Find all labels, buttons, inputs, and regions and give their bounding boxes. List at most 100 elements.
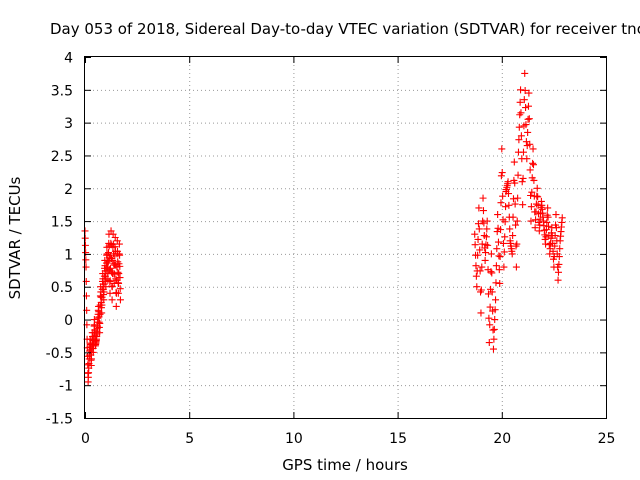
data-point [535,227,543,235]
data-point [549,247,557,255]
data-point [492,279,500,287]
data-point [555,253,563,261]
data-point [505,201,513,209]
data-point [515,136,523,144]
data-point [524,128,532,136]
x-tick-label: 15 [389,431,407,447]
data-point [104,258,112,266]
data-point [536,221,544,229]
data-point [476,246,484,254]
data-point [96,310,104,318]
data-point [98,301,106,309]
data-point [485,314,493,322]
data-point [109,256,117,264]
data-point [108,296,116,304]
data-point [519,201,527,209]
data-point [471,241,479,249]
data-point [487,268,495,276]
data-point [472,262,480,270]
data-point [533,184,541,192]
data-point [509,232,517,240]
data-point [497,172,505,180]
data-point [512,263,520,271]
data-point [542,240,550,248]
x-tick-label: 20 [493,431,511,447]
data-point [116,274,124,282]
plot-frame [84,56,607,419]
data-point [477,309,485,317]
data-point [87,361,95,369]
data-point [515,123,523,131]
data-point [100,296,108,304]
data-point [517,86,525,94]
data-point [544,222,552,230]
data-point [492,296,500,304]
data-point [526,140,534,148]
series-sdtvar-segment-2 [471,69,566,353]
data-point [499,239,507,247]
data-point [499,192,507,200]
data-point [514,171,522,179]
data-point [486,321,494,329]
data-point [509,195,517,203]
data-point [498,169,506,177]
data-point [479,207,487,215]
data-point [519,148,527,156]
data-point [472,272,480,280]
data-point [517,109,525,117]
data-point [494,238,502,246]
data-point [544,213,552,221]
data-point [81,241,89,249]
data-point [529,159,537,167]
data-point [511,179,519,187]
data-point [556,245,564,253]
data-point [106,289,114,297]
data-point [544,204,552,212]
data-point [545,241,553,249]
data-point [525,115,533,123]
data-point [512,221,520,229]
y-tick-label: 1.5 [51,215,73,231]
y-tick-label: -1.5 [46,412,73,428]
data-point [510,158,518,166]
data-point [531,224,539,232]
data-point [522,121,530,129]
y-tick-label: 0 [64,313,73,329]
data-point [116,296,124,304]
data-point [479,194,487,202]
data-point [501,233,509,241]
data-point [106,264,114,272]
data-point [483,217,491,225]
data-point [82,263,90,271]
data-point [527,191,535,199]
data-point [511,200,519,208]
data-point [517,132,525,140]
data-point [500,248,508,256]
data-point [525,89,533,97]
data-point [521,69,529,77]
data-point [497,199,505,207]
y-tick-label: 3 [64,116,73,132]
y-tick-label: -0.5 [46,346,73,362]
data-point [504,190,512,198]
data-point [477,286,485,294]
data-point [558,214,566,222]
data-point [490,335,498,343]
data-point [501,218,509,226]
data-point [530,176,538,184]
data-point [474,235,482,243]
data-point [487,250,495,258]
data-point [542,233,550,241]
data-point [82,249,90,257]
data-point [484,290,492,298]
data-point [524,102,532,110]
data-point [110,270,118,278]
y-tick-label: 2.5 [51,149,73,165]
data-point [513,240,521,248]
grid-lines [85,57,606,418]
data-point [529,145,537,153]
data-point [497,226,505,234]
data-point [514,194,522,202]
data-point [495,266,503,274]
data-point [100,288,108,296]
